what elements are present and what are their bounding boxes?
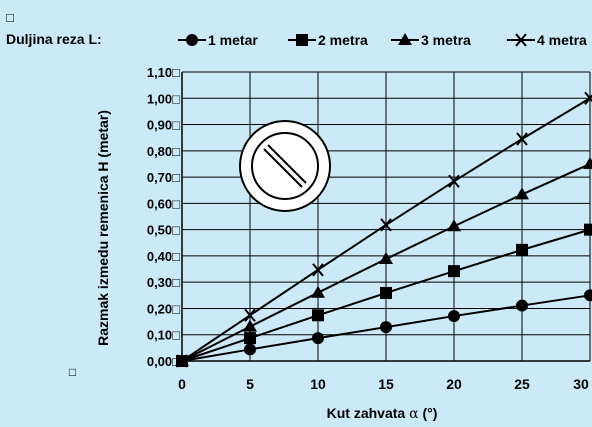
series-circle <box>176 289 592 367</box>
y-tick-label: 0,20□ <box>147 301 180 316</box>
data-point <box>244 308 256 322</box>
series-cross <box>176 91 592 368</box>
y-tick-label: 0,50□ <box>147 223 180 238</box>
x-tick-label: 0 <box>178 376 186 392</box>
x-tick-label: 25 <box>514 376 530 392</box>
data-point <box>516 299 528 312</box>
data-point <box>176 354 188 368</box>
data-point <box>516 243 528 256</box>
y-tick-labels: 0,00□ 0,10□ 0,20□ 0,30□ 0,40□ 0,50□ 0,60□ 0,70□… <box>147 65 180 369</box>
legend-item: 2 metra <box>288 32 368 48</box>
x-tick-label: 30 <box>573 376 589 392</box>
y-tick-label: 0,70□ <box>147 170 180 185</box>
x-tick-label: 15 <box>378 376 394 392</box>
legend-item: 3 metra <box>391 32 471 48</box>
legend-label: 3 metra <box>421 32 471 48</box>
data-point <box>583 156 592 169</box>
data-point <box>380 218 392 232</box>
y-tick-label: 0,60□ <box>147 196 180 211</box>
series-square <box>176 223 592 367</box>
data-point <box>584 223 592 236</box>
no-entry-icon <box>239 120 331 212</box>
data-point <box>448 174 460 188</box>
data-point <box>448 265 460 278</box>
data-point <box>379 252 393 265</box>
y-tick-label: 0,80□ <box>147 144 180 159</box>
data-point <box>243 319 257 332</box>
legend-label: 4 metra <box>537 32 587 48</box>
y-axis-label: Razmak izmedu remenica H (metar) <box>95 110 111 346</box>
data-point <box>448 310 460 323</box>
legend-marker <box>515 33 527 47</box>
data-point <box>516 132 528 146</box>
legend-marker <box>296 34 308 46</box>
y-tick-label: 0,40□ <box>147 249 180 264</box>
grid <box>181 71 591 362</box>
legend-label: 2 metra <box>318 32 368 48</box>
y-axis-glyph: □ <box>65 369 79 376</box>
legend: 1 metar 2 metra 3 metra 4 metra <box>178 32 587 48</box>
x-tick-label: 20 <box>446 376 462 392</box>
x-axis-label: Kut zahvata α (°) <box>327 405 438 422</box>
data-point <box>584 289 592 302</box>
data-point <box>584 91 592 105</box>
legend-item: 4 metra <box>507 32 587 48</box>
legend-marker <box>398 33 412 45</box>
data-point <box>380 321 392 334</box>
series-triangle <box>175 156 592 366</box>
data-point <box>380 286 392 299</box>
data-point <box>311 285 325 298</box>
legend-item: 1 metar <box>178 32 258 48</box>
y-tick-label: 0,10□ <box>147 328 180 343</box>
data-point <box>447 219 461 232</box>
data-point <box>515 187 529 200</box>
data-point <box>312 263 324 277</box>
y-tick-label: 0,00□ <box>147 354 180 369</box>
data-point <box>312 309 324 322</box>
y-tick-label: 0,30□ <box>147 275 180 290</box>
y-tick-label: 0,90□ <box>147 118 180 133</box>
legend-title: Duljina reza L: <box>6 31 102 47</box>
x-tick-label: 10 <box>310 376 326 392</box>
y-tick-label: 1,00□ <box>147 91 180 106</box>
series-group <box>175 91 592 368</box>
data-point <box>312 332 324 345</box>
legend-marker <box>186 34 198 46</box>
top-glyph: □ <box>6 10 14 25</box>
axes <box>181 72 590 362</box>
x-tick-labels: 0 5 10 15 20 25 30 <box>178 376 589 392</box>
y-tick-label: 1,10□ <box>147 65 180 80</box>
x-tick-label: 5 <box>246 376 254 392</box>
data-point <box>244 332 256 345</box>
data-point <box>244 343 256 356</box>
legend-label: 1 metar <box>208 32 258 48</box>
